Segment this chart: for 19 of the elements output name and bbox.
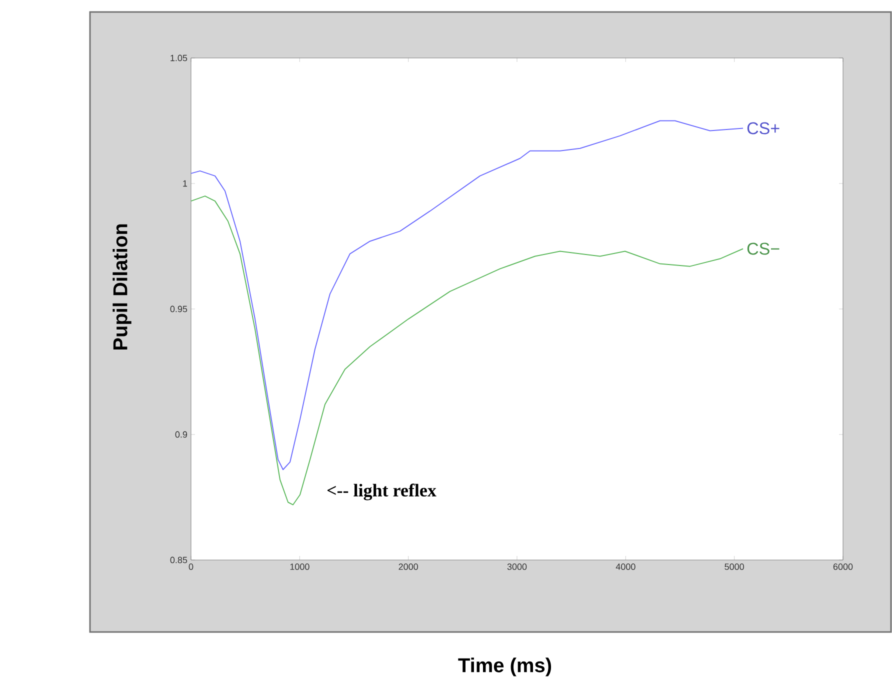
- x-tick-label: 2000: [398, 564, 418, 570]
- x-tick-label: 5000: [724, 564, 744, 570]
- annotation: <-- light reflex: [327, 484, 436, 500]
- y-axis-title: Pupil Dilation: [112, 224, 132, 350]
- x-tick-label: 4000: [616, 564, 636, 570]
- y-tick-label: 1: [183, 180, 188, 187]
- x-axis-title: Time (ms): [458, 658, 552, 676]
- x-tick-label: 6000: [833, 564, 853, 570]
- x-tick-label: 1000: [290, 564, 310, 570]
- y-tick-label: 0.95: [170, 306, 188, 312]
- y-tick-label: 0.9: [175, 431, 188, 438]
- x-tick-label: 3000: [507, 564, 527, 570]
- series-label: CS−: [747, 242, 780, 255]
- y-tick-label: 1.05: [170, 54, 188, 62]
- line-series: [190, 196, 744, 506]
- x-tick-label: 0: [188, 564, 194, 570]
- series-label: CS+: [747, 122, 780, 134]
- line-series: [190, 120, 744, 470]
- y-tick-label: 0.85: [170, 556, 188, 564]
